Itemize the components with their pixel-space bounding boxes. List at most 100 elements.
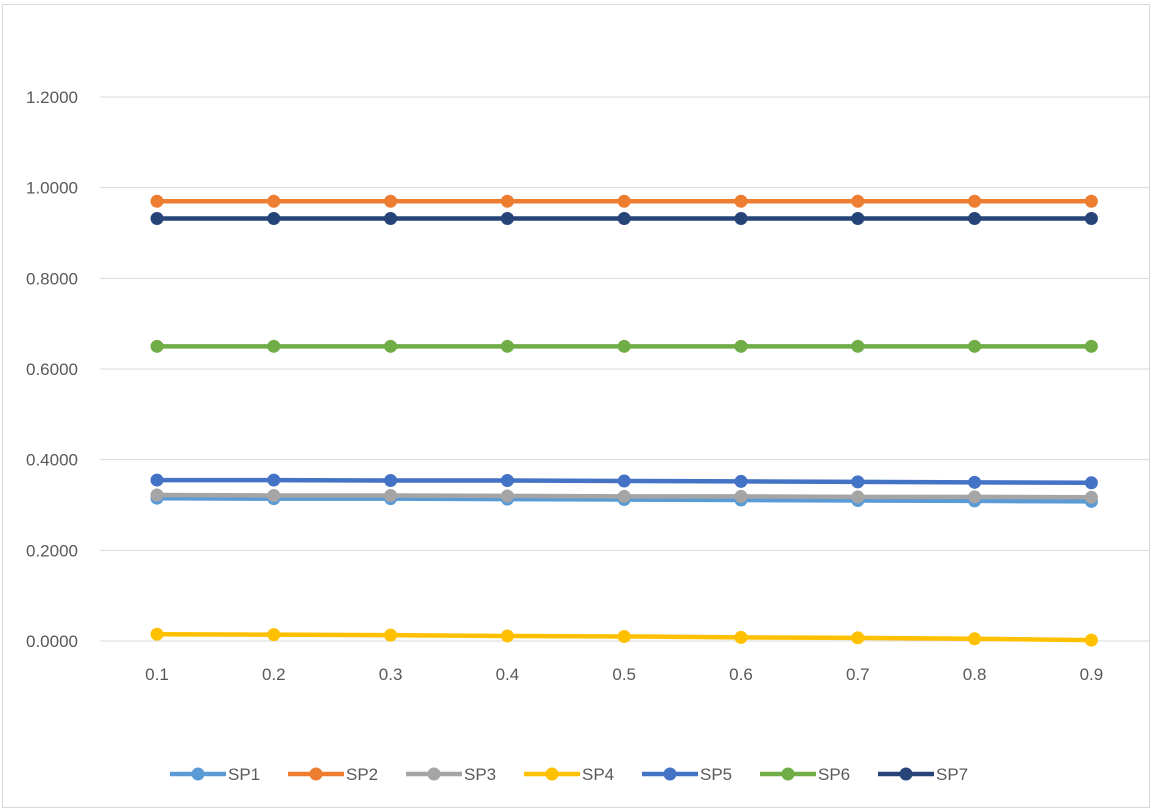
x-tick-label: 0.2: [262, 665, 286, 684]
data-point: [734, 211, 748, 225]
data-point: [267, 211, 281, 225]
gridlines: [100, 96, 1150, 642]
y-tick-label: 1.2000: [26, 88, 78, 107]
x-tick-label: 0.5: [612, 665, 636, 684]
x-tick-label: 0.7: [846, 665, 870, 684]
data-point: [1084, 476, 1098, 490]
data-point: [500, 194, 514, 208]
series-sp3: [150, 488, 1098, 504]
legend-swatch-marker: [663, 767, 677, 781]
data-point: [384, 488, 398, 502]
x-tick-label: 0.9: [1080, 665, 1104, 684]
series-group: [150, 194, 1098, 647]
data-point: [734, 630, 748, 644]
legend-item-sp3: SP3: [406, 765, 496, 784]
legend-swatch-marker: [899, 767, 913, 781]
y-tick-label: 0.8000: [26, 269, 78, 288]
data-point: [968, 339, 982, 353]
y-tick-label: 0.6000: [26, 360, 78, 379]
data-point: [500, 489, 514, 503]
data-point: [500, 211, 514, 225]
legend-label: SP1: [228, 765, 260, 784]
data-point: [150, 211, 164, 225]
x-tick-label: 0.8: [963, 665, 987, 684]
data-point: [851, 631, 865, 645]
data-point: [267, 194, 281, 208]
data-point: [734, 474, 748, 488]
y-axis: 0.0000 0.2000 0.4000 0.6000 0.8000 1.0000 1.20…: [26, 88, 78, 651]
series-sp4: [150, 627, 1098, 647]
data-point: [267, 628, 281, 642]
data-point: [968, 211, 982, 225]
legend-swatch-marker: [781, 767, 795, 781]
legend-swatch-marker: [191, 767, 205, 781]
legend-label: SP4: [582, 765, 614, 784]
y-tick-label: 0.0000: [26, 632, 78, 651]
data-point: [617, 339, 631, 353]
data-point: [384, 211, 398, 225]
data-point: [150, 194, 164, 208]
data-point: [968, 490, 982, 504]
x-axis: 0.1 0.2 0.3 0.4 0.5 0.6 0.7 0.8 0.9: [145, 665, 1103, 684]
data-point: [150, 473, 164, 487]
data-point: [267, 473, 281, 487]
data-point: [617, 194, 631, 208]
data-point: [968, 194, 982, 208]
data-point: [734, 339, 748, 353]
legend-item-sp1: SP1: [170, 765, 260, 784]
series-sp7: [150, 211, 1098, 225]
legend-label: SP2: [346, 765, 378, 784]
y-tick-label: 1.0000: [26, 179, 78, 198]
data-point: [500, 629, 514, 643]
legend-label: SP6: [818, 765, 850, 784]
data-point: [1084, 339, 1098, 353]
legend-label: SP3: [464, 765, 496, 784]
data-point: [1084, 194, 1098, 208]
legend-item-sp7: SP7: [878, 765, 968, 784]
legend-item-sp2: SP2: [288, 765, 378, 784]
series-sp2: [150, 194, 1098, 208]
data-point: [1084, 211, 1098, 225]
y-tick-label: 0.2000: [26, 541, 78, 560]
data-point: [150, 627, 164, 641]
data-point: [617, 629, 631, 643]
x-tick-label: 0.3: [379, 665, 403, 684]
data-point: [1084, 633, 1098, 647]
data-point: [267, 488, 281, 502]
legend-label: SP7: [936, 765, 968, 784]
x-tick-label: 0.1: [145, 665, 169, 684]
data-point: [617, 489, 631, 503]
data-point: [500, 474, 514, 488]
data-point: [617, 474, 631, 488]
legend-label: SP5: [700, 765, 732, 784]
data-point: [968, 475, 982, 489]
data-point: [734, 194, 748, 208]
legend-swatch-marker: [309, 767, 323, 781]
data-point: [267, 339, 281, 353]
legend-item-sp6: SP6: [760, 765, 850, 784]
legend-item-sp5: SP5: [642, 765, 732, 784]
series-sp5: [150, 473, 1098, 490]
data-point: [384, 628, 398, 642]
data-point: [617, 211, 631, 225]
data-point: [150, 488, 164, 502]
legend-swatch-marker: [427, 767, 441, 781]
legend: SP1 SP2 SP3 SP4 SP5 SP6 SP7: [170, 765, 968, 784]
data-point: [384, 339, 398, 353]
chart-frame: [2, 4, 1150, 808]
series-sp6: [150, 339, 1098, 353]
data-point: [968, 632, 982, 646]
x-tick-label: 0.4: [496, 665, 520, 684]
data-point: [851, 211, 865, 225]
data-point: [851, 194, 865, 208]
data-point: [851, 490, 865, 504]
data-point: [734, 489, 748, 503]
legend-swatch-marker: [545, 767, 559, 781]
legend-item-sp4: SP4: [524, 765, 614, 784]
data-point: [150, 339, 164, 353]
data-point: [384, 194, 398, 208]
data-point: [851, 475, 865, 489]
data-point: [384, 474, 398, 488]
data-point: [500, 339, 514, 353]
